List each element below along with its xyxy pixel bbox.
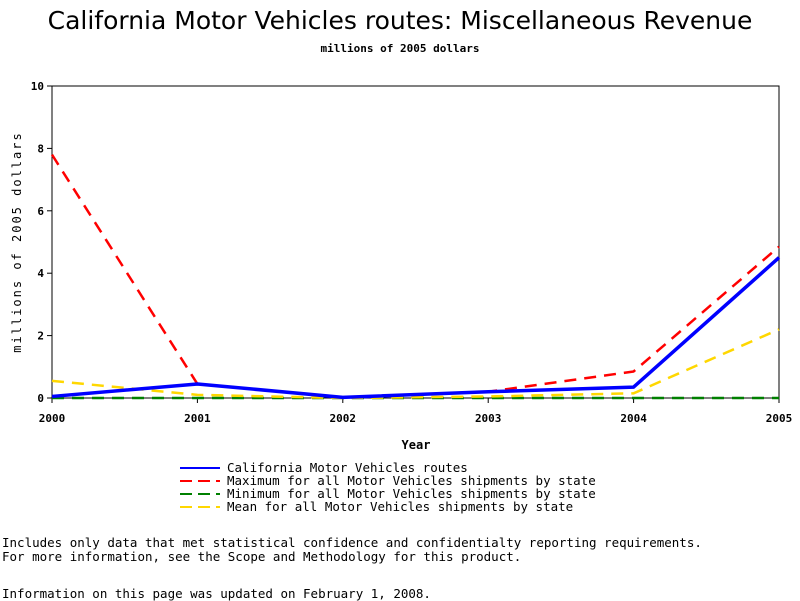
x-tick-label: 2005 bbox=[766, 412, 793, 425]
y-tick-label: 6 bbox=[37, 205, 44, 218]
footnote-updated: Information on this page was updated on … bbox=[2, 586, 431, 601]
y-tick-label: 8 bbox=[37, 142, 44, 155]
legend-label-0: California Motor Vehicles routes bbox=[227, 460, 468, 475]
legend: California Motor Vehicles routesMaximum … bbox=[180, 460, 596, 514]
footnote-confidence: Includes only data that met statistical … bbox=[2, 535, 702, 550]
series-lines bbox=[50, 153, 781, 400]
series-line-0 bbox=[51, 256, 781, 400]
x-tick-label: 2004 bbox=[620, 412, 647, 425]
y-axis: 0 2 4 6 8 10 bbox=[31, 80, 52, 405]
series-line-1 bbox=[50, 153, 780, 399]
chart-subtitle: millions of 2005 dollars bbox=[320, 42, 480, 55]
footnote-methodology: For more information, see the Scope and … bbox=[2, 549, 522, 564]
x-axis-label: Year bbox=[402, 438, 431, 452]
x-tick-label: 2002 bbox=[330, 412, 357, 425]
x-tick-label: 2000 bbox=[39, 412, 66, 425]
y-tick-label: 10 bbox=[31, 80, 44, 93]
series-line-3 bbox=[51, 328, 780, 400]
x-tick-label: 2001 bbox=[184, 412, 211, 425]
legend-label-2: Minimum for all Motor Vehicles shipments… bbox=[227, 486, 596, 501]
y-axis-label: millions of 2005 dollars bbox=[10, 131, 24, 352]
plot-frame bbox=[51, 85, 780, 399]
y-tick-label: 0 bbox=[37, 392, 44, 405]
y-tick-label: 2 bbox=[37, 330, 44, 343]
x-axis: 2000 2001 2002 2003 2004 2005 bbox=[39, 398, 793, 425]
legend-label-3: Mean for all Motor Vehicles shipments by… bbox=[227, 499, 573, 514]
y-tick-label: 4 bbox=[37, 267, 44, 280]
legend-label-1: Maximum for all Motor Vehicles shipments… bbox=[227, 473, 596, 488]
x-tick-label: 2003 bbox=[475, 412, 502, 425]
chart-title: California Motor Vehicles routes: Miscel… bbox=[47, 6, 753, 35]
